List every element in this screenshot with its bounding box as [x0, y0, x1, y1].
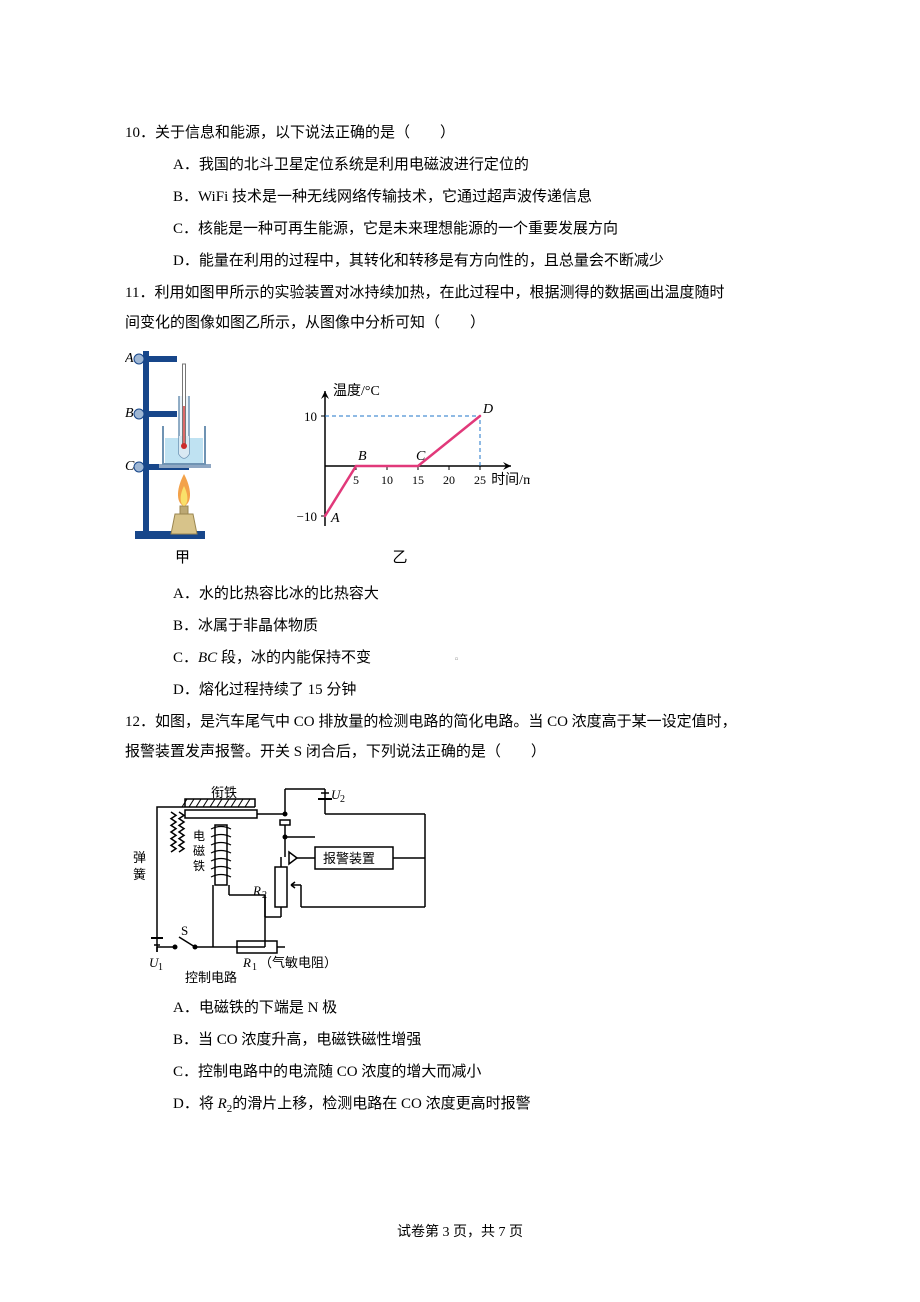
label-C: C: [125, 459, 135, 474]
svg-text:25: 25: [474, 473, 486, 487]
q11-opt-d: D．熔化过程持续了 15 分钟: [173, 675, 795, 705]
q12-d-pre: D．将: [173, 1096, 218, 1112]
svg-text:C: C: [416, 449, 426, 464]
svg-text:15: 15: [412, 473, 424, 487]
svg-text:R: R: [252, 883, 261, 898]
q12-opt-d: D．将 R2的滑片上移，检测电路在 CO 浓度更高时报警: [173, 1089, 795, 1120]
svg-text:控制电路: 控制电路: [185, 970, 237, 985]
svg-text:1: 1: [158, 962, 163, 973]
stand-pole: [143, 351, 149, 533]
q11-figures: A B C 甲 温度/°C 时间/min 10 −10 5 10 15 20 25 A B C D 乙: [125, 346, 795, 573]
q12-opt-c: C．控制电路中的电流随 CO 浓度的增大而减小: [173, 1057, 795, 1087]
svg-text:弹: 弹: [133, 850, 146, 865]
svg-text:磁: 磁: [193, 843, 205, 858]
q11-fig-apparatus: A B C 甲: [125, 346, 240, 573]
svg-text:10: 10: [381, 473, 393, 487]
q11-options: A．水的比热容比冰的比热容大 B．冰属于非晶体物质 C．BC 段，冰的内能保持不…: [125, 579, 795, 705]
svg-text:R: R: [242, 955, 251, 970]
svg-text:A: A: [330, 511, 340, 526]
svg-text:5: 5: [353, 473, 359, 487]
page-footer: 试卷第 3 页，共 7 页: [125, 1219, 795, 1247]
q12-stem-1: 12．如图，是汽车尾气中 CO 排放量的检测电路的简化电路。当 CO 浓度高于某…: [125, 707, 795, 737]
clamp-a: [134, 354, 177, 364]
q11-opt-c: C．BC 段，冰的内能保持不变 ▫: [173, 643, 795, 673]
label-B: B: [125, 406, 134, 421]
q11-c-mid: BC: [198, 650, 217, 666]
q12-d-R: R: [218, 1096, 227, 1112]
svg-text:S: S: [181, 923, 188, 938]
q10-stem: 10．关于信息和能源，以下说法正确的是（ ）: [125, 118, 795, 148]
svg-text:铁: 铁: [193, 859, 205, 873]
q12-stem-2: 报警装置发声报警。开关 S 闭合后，下列说法正确的是（ ）: [125, 737, 795, 767]
svg-text:20: 20: [443, 473, 455, 487]
svg-text:1: 1: [252, 962, 257, 973]
q12-d-post: 的滑片上移，检测电路在 CO 浓度更高时报警: [232, 1096, 530, 1112]
svg-text:温度/°C: 温度/°C: [333, 383, 380, 399]
svg-text:2: 2: [340, 794, 345, 805]
q11-stem-1: 11．利用如图甲所示的实验装置对冰持续加热，在此过程中，根据测得的数据画出温度随…: [125, 278, 795, 308]
q10-options: A．我国的北斗卫星定位系统是利用电磁波进行定位的 B．WiFi 技术是一种无线网…: [125, 150, 795, 276]
q12-opt-b: B．当 CO 浓度升高，电磁铁磁性增强: [173, 1025, 795, 1055]
svg-text:衔铁: 衔铁: [211, 785, 237, 800]
svg-text:2: 2: [262, 890, 267, 901]
q10-opt-d: D．能量在利用的过程中，其转化和转移是有方向性的，且总量会不断减少: [173, 246, 795, 276]
clamp-b: [134, 409, 177, 419]
svg-text:簧: 簧: [133, 867, 146, 882]
q10-opt-a: A．我国的北斗卫星定位系统是利用电磁波进行定位的: [173, 150, 795, 180]
svg-text:电: 电: [193, 829, 205, 843]
q11-stem-2: 间变化的图像如图乙所示，从图像中分析可知（ ）: [125, 308, 795, 338]
svg-text:时间/min: 时间/min: [491, 472, 530, 488]
q11-fig-graph: 温度/°C 时间/min 10 −10 5 10 15 20 25 A B C D 乙: [270, 346, 530, 573]
q12-fig-circuit: U1弹簧衔铁电磁铁SR1（气敏电阻）控制电路U2报警装置R2: [125, 777, 795, 987]
q10-opt-b: B．WiFi 技术是一种无线网络传输技术，它通过超声波传递信息: [173, 182, 795, 212]
q11-opt-b: B．冰属于非晶体物质: [173, 611, 795, 641]
q10-opt-c: C．核能是一种可再生能源，它是未来理想能源的一个重要发展方向: [173, 214, 795, 244]
svg-text:（气敏电阻）: （气敏电阻）: [259, 955, 337, 970]
q12-opt-a: A．电磁铁的下端是 N 极: [173, 993, 795, 1023]
q11-c-pre: C．: [173, 650, 198, 666]
svg-text:10: 10: [304, 409, 317, 424]
svg-text:报警装置: 报警装置: [323, 851, 375, 866]
svg-text:B: B: [358, 449, 367, 464]
svg-text:D: D: [482, 402, 493, 417]
label-A: A: [125, 351, 134, 366]
q12-options: A．电磁铁的下端是 N 极 B．当 CO 浓度升高，电磁铁磁性增强 C．控制电路…: [125, 993, 795, 1120]
q11-cap-left: 甲: [125, 543, 240, 573]
q11-opt-a: A．水的比热容比冰的比热容大: [173, 579, 795, 609]
svg-text:−10: −10: [297, 509, 317, 524]
q11-c-post: 段，冰的内能保持不变: [217, 650, 371, 666]
q11-cap-right: 乙: [270, 543, 530, 573]
burner: [171, 474, 197, 534]
watermark-dot: ▫: [455, 654, 459, 665]
